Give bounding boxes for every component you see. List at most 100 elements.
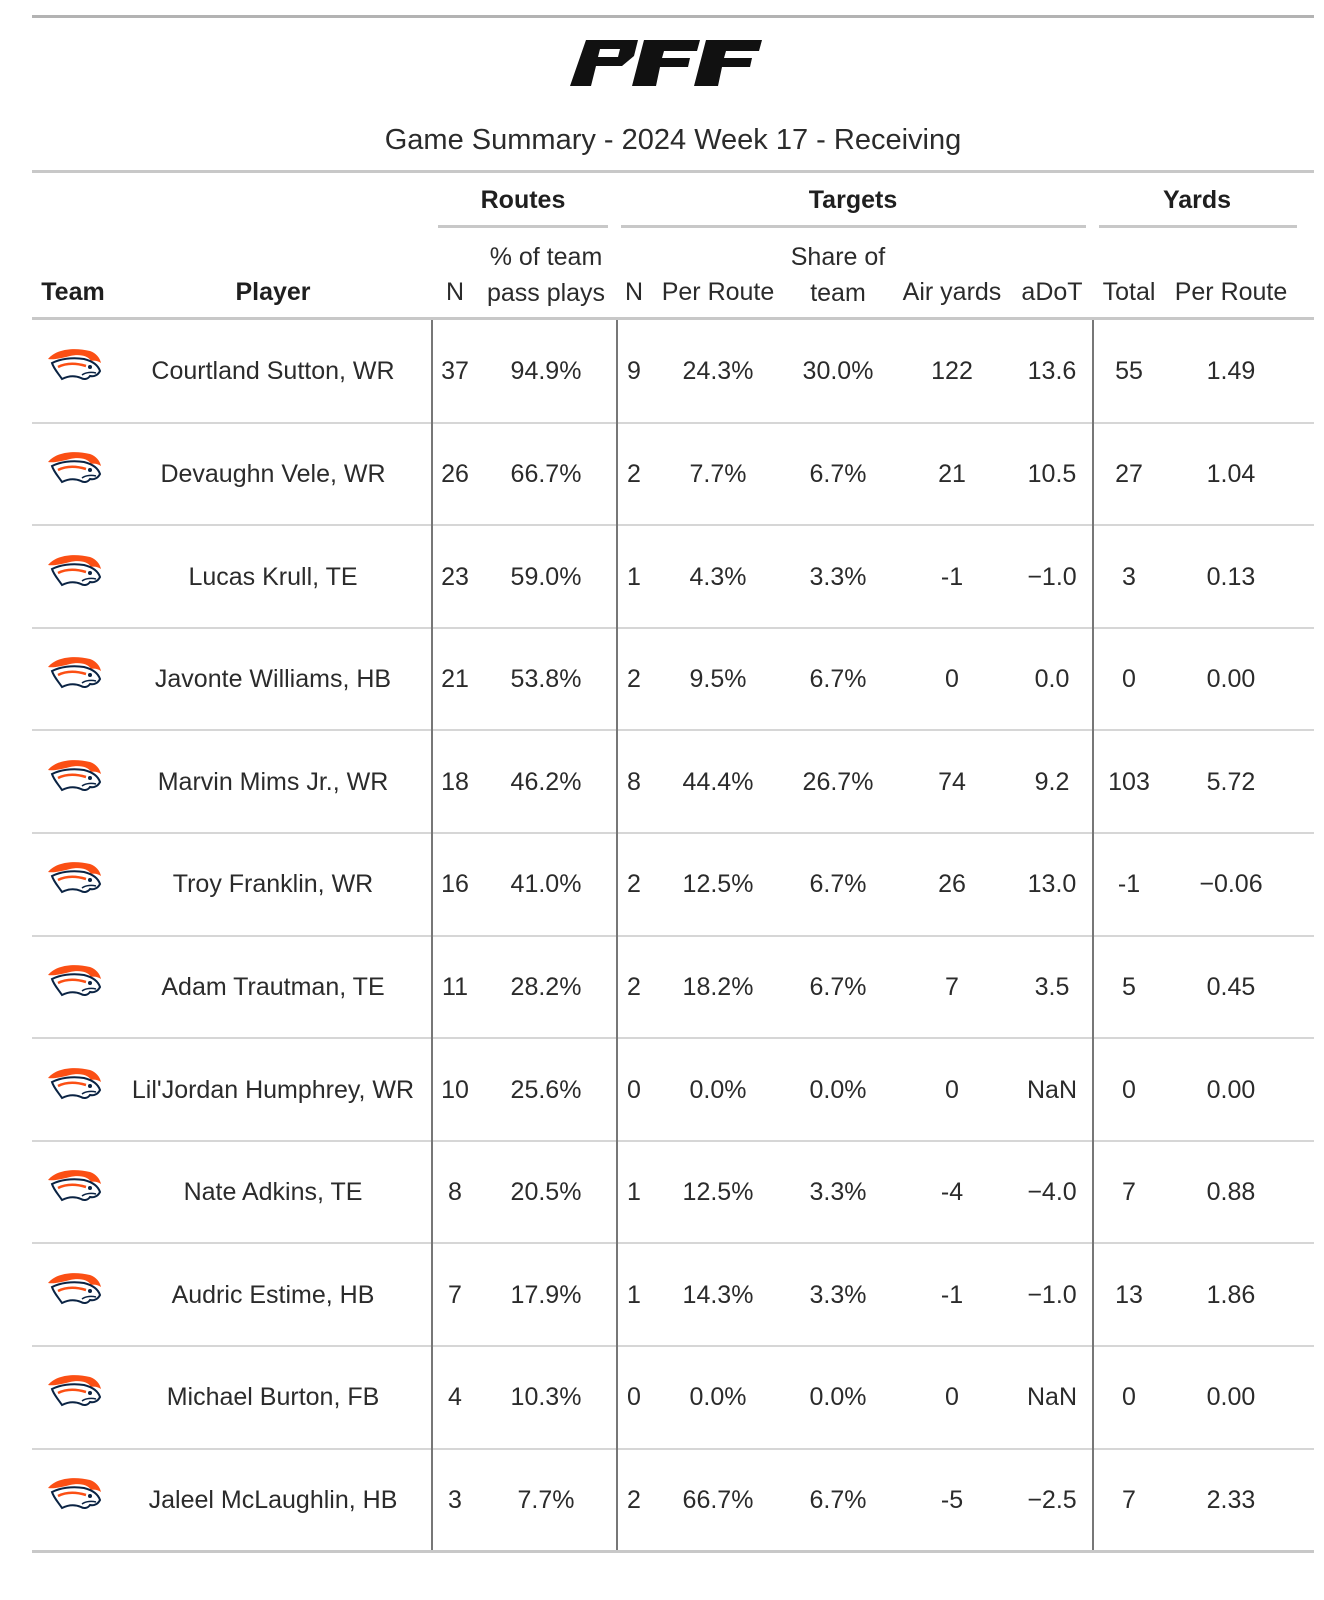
col-targets-share-header: Share of team — [790, 243, 886, 307]
cell-adot: −1.0 — [1027, 1280, 1077, 1309]
cell-air-yards: -1 — [940, 562, 964, 591]
denver-broncos-logo-icon — [44, 961, 102, 1001]
cell-routes-pct: 25.6% — [510, 1075, 582, 1104]
col-player-header: Player — [235, 278, 311, 306]
cell-routes-n: 26 — [441, 459, 469, 488]
col-team-header: Team — [41, 278, 105, 306]
denver-broncos-logo-icon — [44, 1269, 102, 1309]
col-adot-header: aDoT — [1021, 278, 1083, 306]
cell-targets-share: 6.7% — [809, 665, 867, 694]
denver-broncos-logo-icon — [44, 551, 102, 591]
cell-air-yards: 7 — [945, 972, 959, 1001]
row-divider — [32, 832, 1314, 834]
cell-yards-total: 27 — [1115, 459, 1143, 488]
cell-routes-pct: 66.7% — [510, 459, 582, 488]
cell-routes-n: 16 — [441, 870, 469, 899]
cell-yards-total: 0 — [1122, 1075, 1136, 1104]
cell-targets-n: 2 — [627, 665, 641, 694]
cell-yards-total: 103 — [1108, 767, 1150, 796]
cell-yards-per-route: 1.04 — [1206, 459, 1256, 488]
cell-routes-n: 8 — [448, 1178, 462, 1207]
cell-targets-share: 6.7% — [809, 972, 867, 1001]
cell-targets-share: 6.7% — [809, 459, 867, 488]
cell-targets-per-route: 0.0% — [689, 1383, 747, 1412]
cell-adot: −2.5 — [1027, 1485, 1077, 1514]
cell-targets-n: 0 — [627, 1075, 641, 1104]
cell-routes-n: 10 — [441, 1075, 469, 1104]
cell-air-yards: 0 — [945, 665, 959, 694]
cell-air-yards: 26 — [938, 870, 966, 899]
cell-routes-n: 18 — [441, 767, 469, 796]
row-divider — [32, 626, 1314, 629]
cell-player-name: Jaleel McLaughlin, HB — [148, 1485, 398, 1514]
cell-targets-n: 2 — [627, 972, 641, 1001]
cell-targets-n: 1 — [627, 1280, 641, 1309]
bottom-rule — [32, 1550, 1314, 1553]
cell-player-name: Lucas Krull, TE — [188, 562, 358, 591]
cell-routes-pct: 94.9% — [510, 357, 582, 386]
cell-routes-pct: 10.3% — [510, 1383, 582, 1412]
col-routes-n-header: N — [445, 278, 465, 306]
cell-player-name: Nate Adkins, TE — [183, 1178, 363, 1207]
denver-broncos-logo-icon — [44, 345, 102, 385]
cell-yards-per-route: 1.49 — [1206, 357, 1256, 386]
cell-routes-n: 11 — [442, 972, 468, 1001]
cell-targets-n: 1 — [627, 1178, 641, 1207]
cell-routes-pct: 46.2% — [510, 767, 582, 796]
cell-routes-n: 3 — [448, 1485, 462, 1514]
cell-player-name: Michael Burton, FB — [166, 1383, 380, 1412]
denver-broncos-logo-icon — [44, 756, 102, 796]
col-air-yards-header: Air yards — [902, 278, 1002, 306]
cell-targets-n: 0 — [627, 1383, 641, 1412]
cell-player-name: Courtland Sutton, WR — [151, 357, 395, 386]
cell-targets-share: 6.7% — [809, 1485, 867, 1514]
title-rule — [32, 170, 1314, 173]
col-yards-per-route-header: Per Route — [1174, 278, 1288, 306]
cell-air-yards: 0 — [945, 1075, 959, 1104]
cell-yards-per-route: 0.00 — [1206, 1383, 1256, 1412]
denver-broncos-logo-icon — [44, 1166, 102, 1206]
cell-yards-total: 3 — [1122, 562, 1136, 591]
cell-adot: −4.0 — [1027, 1178, 1077, 1207]
cell-air-yards: 122 — [931, 357, 973, 386]
cell-yards-per-route: 0.00 — [1206, 665, 1256, 694]
cell-targets-n: 1 — [627, 562, 641, 591]
cell-routes-pct: 17.9% — [510, 1280, 582, 1309]
cell-player-name: Adam Trautman, TE — [161, 972, 385, 1001]
denver-broncos-logo-icon — [44, 1064, 102, 1104]
row-divider — [32, 1139, 1314, 1142]
cell-targets-share: 30.0% — [802, 357, 874, 386]
spanner-routes: Routes — [480, 186, 566, 214]
cell-targets-per-route: 66.7% — [682, 1485, 754, 1514]
cell-yards-per-route: 1.86 — [1206, 1280, 1256, 1309]
spanner-yards: Yards — [1162, 186, 1232, 214]
cell-player-name: Troy Franklin, WR — [172, 870, 374, 899]
row-divider — [32, 1037, 1314, 1040]
cell-yards-per-route: −0.06 — [1199, 870, 1263, 899]
col-targets-n-header: N — [624, 278, 644, 306]
cell-air-yards: -5 — [940, 1485, 964, 1514]
group-separator — [431, 320, 433, 1550]
row-divider — [32, 524, 1314, 527]
cell-targets-per-route: 12.5% — [682, 870, 754, 899]
denver-broncos-logo-icon — [44, 1371, 102, 1411]
cell-yards-total: 13 — [1115, 1280, 1143, 1309]
spanner-rule — [438, 225, 608, 228]
cell-yards-total: 7 — [1122, 1178, 1136, 1207]
cell-targets-n: 2 — [627, 459, 641, 488]
cell-routes-n: 4 — [448, 1383, 462, 1412]
row-divider — [32, 1447, 1314, 1450]
col-routes-pct-header: % of team pass plays — [486, 243, 606, 307]
cell-targets-per-route: 12.5% — [682, 1178, 754, 1207]
cell-adot: 0.0 — [1034, 665, 1070, 694]
cell-targets-share: 3.3% — [809, 562, 867, 591]
cell-routes-pct: 59.0% — [510, 562, 582, 591]
cell-adot: NaN — [1026, 1075, 1077, 1104]
group-separator — [1092, 320, 1094, 1550]
group-separator — [616, 320, 618, 1550]
cell-yards-per-route: 0.88 — [1206, 1178, 1256, 1207]
cell-yards-per-route: 0.00 — [1206, 1075, 1256, 1104]
cell-yards-per-route: 0.13 — [1206, 562, 1256, 591]
cell-player-name: Audric Estime, HB — [171, 1280, 375, 1309]
cell-targets-per-route: 44.4% — [682, 767, 754, 796]
